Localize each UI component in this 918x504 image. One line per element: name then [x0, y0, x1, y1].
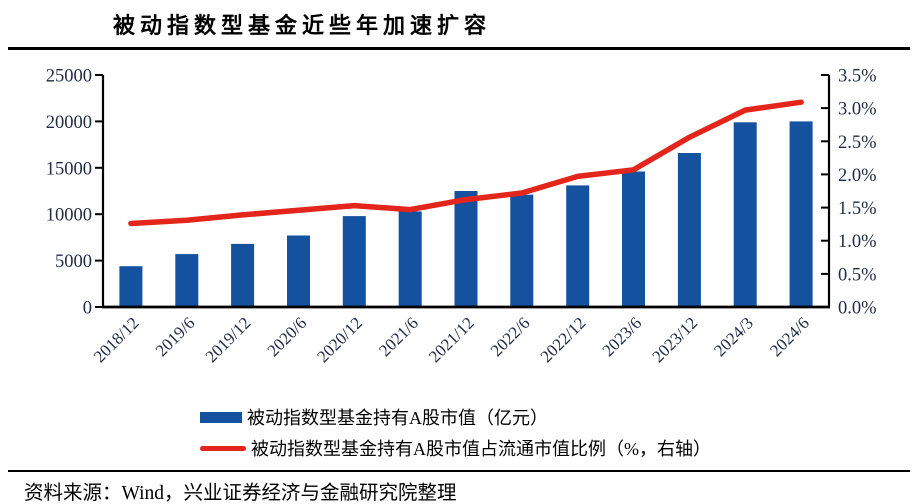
x-axis-label: 2022/12	[537, 313, 590, 366]
bar-2023/12	[677, 153, 701, 307]
bar-2024/3	[733, 122, 757, 307]
title-divider	[8, 47, 910, 50]
left-axis-tick-label: 25000	[46, 67, 92, 87]
x-axis-label: 2020/12	[313, 313, 366, 366]
line-series-label: 被动指数型基金持有A股市值占流通市值比例（%，右轴）	[251, 439, 711, 459]
ratio-line	[128, 99, 804, 227]
legend: 被动指数型基金持有A股市值（亿元） 被动指数型基金持有A股市值占流通市值比例（%…	[200, 404, 711, 461]
bar-2022/6	[510, 194, 534, 307]
legend-item-ratio: 被动指数型基金持有A股市值占流通市值比例（%，右轴）	[200, 435, 711, 461]
legend-item-market-value: 被动指数型基金持有A股市值（亿元）	[200, 404, 711, 430]
right-axis-tick-label: 3.5%	[838, 67, 877, 87]
x-axis-label: 2018/12	[90, 313, 143, 366]
bar-2024/6	[789, 121, 813, 308]
chart-title: 被动指数型基金近些年加速扩容	[113, 13, 492, 38]
right-axis-tick-label: 0.5%	[838, 265, 877, 285]
bar-2020/6	[287, 235, 310, 307]
right-axis-tick-label: 1.0%	[838, 232, 877, 252]
right-axis-tick-label: 0.0%	[838, 299, 877, 319]
left-axis-tick-label: 15000	[46, 159, 92, 179]
x-axis-label: 2021/6	[375, 313, 422, 360]
x-axis-label: 2020/6	[263, 313, 310, 360]
bar-2019/12	[231, 243, 255, 307]
x-axis-label: 2024/3	[710, 313, 757, 360]
bar-2021/6	[398, 211, 422, 307]
right-axis-tick-label: 2.0%	[838, 166, 877, 186]
bar-series-swatch	[200, 411, 242, 423]
bar-2023/6	[622, 171, 645, 307]
x-axis-label: 2024/6	[766, 313, 813, 360]
bar-2018/12	[119, 266, 143, 307]
left-axis-tick-label: 5000	[55, 252, 92, 272]
x-axis-label: 2019/6	[152, 313, 199, 360]
x-axis-label: 2021/12	[425, 313, 478, 366]
line-series-swatch	[200, 445, 246, 451]
right-axis-tick-label: 2.5%	[838, 133, 877, 153]
bar-2021/12	[454, 191, 478, 307]
x-axis-label: 2022/6	[487, 313, 534, 360]
footer-divider	[8, 470, 910, 472]
x-axis-label: 2023/6	[598, 313, 645, 360]
left-axis-tick-label: 10000	[46, 206, 92, 226]
right-axis-tick-label: 3.0%	[838, 100, 877, 120]
bar-2022/12	[566, 185, 590, 307]
source-note: 资料来源：Wind，兴业证券经济与金融研究院整理	[24, 483, 457, 504]
left-axis-tick-label: 0	[83, 299, 92, 319]
bar-2020/12	[342, 216, 366, 307]
x-axis-label: 2023/12	[648, 313, 701, 366]
right-axis-tick-label: 1.5%	[838, 199, 877, 219]
x-axis-label: 2019/12	[202, 313, 255, 366]
bar-2019/6	[175, 254, 199, 307]
bar-series-label: 被动指数型基金持有A股市值（亿元）	[247, 408, 548, 428]
left-axis-tick-label: 20000	[46, 113, 92, 133]
